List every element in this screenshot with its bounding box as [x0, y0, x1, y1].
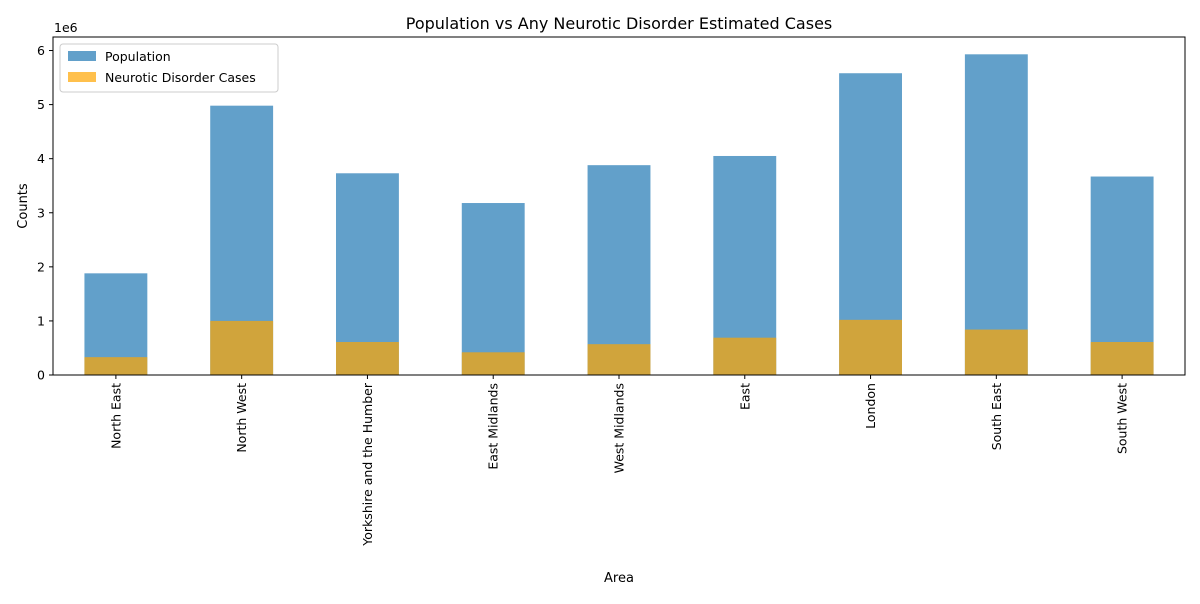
- bar-neurotic-cases-8: [1090, 342, 1154, 375]
- bar-neurotic-cases-2: [336, 342, 399, 375]
- chart-title: Population vs Any Neurotic Disorder Esti…: [406, 14, 833, 33]
- legend-label: Population: [105, 49, 171, 64]
- y-tick-label: 6: [37, 43, 45, 58]
- x-tick-label: East Midlands: [486, 383, 501, 470]
- x-axis: North East North West Yorkshire and the Hu…: [108, 375, 1130, 547]
- bar-population-2: [336, 173, 399, 375]
- bars-group: [84, 54, 1154, 376]
- legend-swatch: [68, 72, 96, 82]
- bar-neurotic-cases-1: [210, 320, 274, 375]
- y-tick-label: 5: [37, 97, 45, 112]
- legend-box: [59, 43, 279, 93]
- legend-label: Neurotic Disorder Cases: [105, 70, 256, 85]
- x-tick-label: Yorkshire and the Humber: [360, 382, 375, 547]
- y-tick-label: 3: [37, 205, 45, 220]
- bar-population-8: [1090, 176, 1154, 375]
- y-tick-label: 1: [37, 313, 45, 328]
- y-scale-label: 1e6: [54, 20, 78, 35]
- legend-swatch: [68, 51, 96, 61]
- x-tick-label: North West: [234, 383, 249, 453]
- bar-neurotic-cases-3: [461, 352, 525, 375]
- y-tick-label: 0: [37, 368, 45, 383]
- bar-population-4: [587, 165, 651, 375]
- legend: Population Neurotic Disorder Cases: [59, 43, 279, 93]
- bar-population-3: [461, 203, 525, 375]
- y-tick-label: 4: [37, 151, 45, 166]
- y-tick-label: 2: [37, 259, 45, 274]
- bar-neurotic-cases-6: [839, 319, 902, 375]
- bar-neurotic-cases-4: [587, 344, 651, 375]
- bar-neurotic-cases-5: [713, 337, 777, 375]
- x-tick-label: London: [863, 383, 878, 429]
- plot-frame: [52, 36, 1186, 376]
- bar-neurotic-cases-0: [84, 357, 148, 375]
- x-tick-label: West Midlands: [612, 383, 627, 473]
- y-axis: 0 1 2 3 4 5 6: [37, 43, 53, 383]
- x-tick-label: North East: [108, 383, 123, 449]
- x-tick-label: South West: [1115, 383, 1130, 454]
- x-tick-label: East: [737, 383, 752, 410]
- x-axis-label: Area: [604, 571, 634, 586]
- bar-neurotic-cases-7: [964, 329, 1028, 375]
- x-tick-label: South East: [989, 383, 1004, 450]
- bar-population-7: [964, 54, 1028, 376]
- y-axis-label: Counts: [16, 183, 31, 229]
